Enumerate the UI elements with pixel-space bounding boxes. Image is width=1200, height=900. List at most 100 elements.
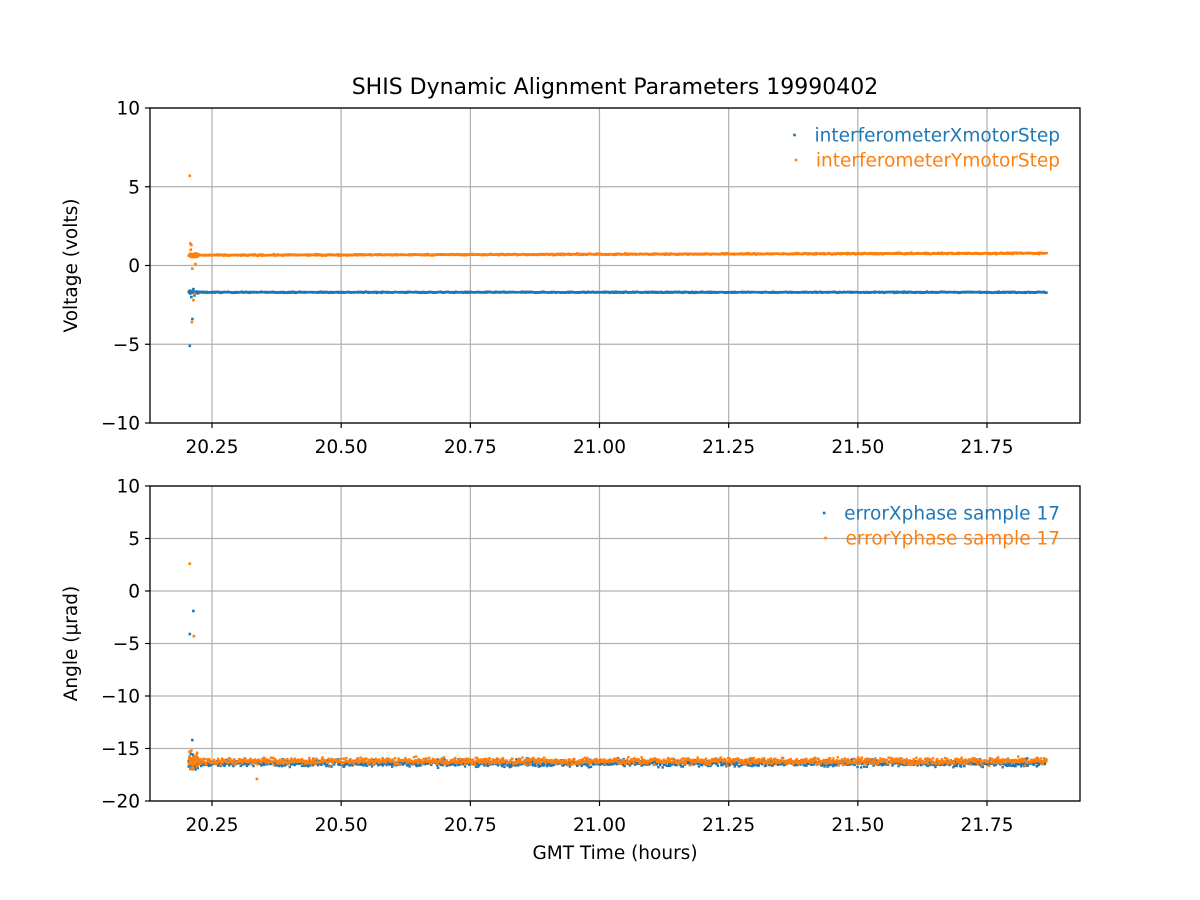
angle-point: [213, 761, 216, 764]
angle-point: [280, 761, 284, 764]
angle-point: [197, 760, 200, 763]
angle-point: [422, 761, 426, 764]
angle-point: [471, 758, 475, 762]
angle-point: [535, 759, 539, 762]
angle-point: [793, 764, 797, 767]
angle-point: [283, 758, 286, 761]
angle-point: [1023, 762, 1027, 766]
voltage-outlier-point: [191, 317, 194, 321]
angle-point: [544, 761, 547, 764]
angle-point: [978, 763, 981, 766]
angle-point: [799, 763, 802, 766]
angle-point: [771, 764, 774, 767]
angle-point: [321, 761, 325, 764]
angle-point: [735, 762, 739, 765]
voltage-point: [892, 290, 895, 293]
angle-point: [288, 765, 292, 769]
angle-point: [955, 764, 958, 768]
angle-point: [187, 765, 190, 768]
angle-point: [1008, 764, 1011, 767]
angle-point: [414, 762, 418, 765]
angle-point: [267, 762, 270, 765]
angle-point: [336, 760, 339, 763]
angle-point: [368, 761, 371, 764]
voltage-y-axis-label: Voltage (volts): [61, 198, 82, 332]
angle-point: [822, 763, 826, 766]
angle-point: [514, 764, 517, 767]
angle-point: [419, 764, 422, 767]
voltage-legend-label-1: interferometerXmotorStep: [815, 126, 1060, 147]
angle-point: [359, 756, 362, 759]
angle-point: [525, 757, 529, 760]
angle-point: [330, 765, 333, 768]
angle-point: [264, 761, 268, 764]
angle-point: [441, 758, 444, 762]
voltage-point: [1045, 291, 1048, 294]
angle-point: [371, 759, 375, 763]
angle-point: [265, 763, 269, 766]
angle-point: [451, 758, 455, 761]
angle-point: [387, 760, 390, 763]
angle-point: [303, 764, 307, 768]
angle-point: [649, 761, 652, 765]
angle-point: [389, 763, 393, 766]
angle-point: [206, 760, 210, 763]
angle-point: [848, 763, 852, 766]
angle-point: [509, 763, 512, 766]
angle-point: [199, 757, 202, 761]
angle-point: [454, 756, 457, 760]
voltage-outlier-point: [188, 174, 192, 178]
angle-point: [291, 761, 295, 764]
angle-point: [834, 764, 838, 767]
angle-point: [367, 758, 371, 762]
angle-point: [534, 758, 537, 761]
angle-panel: 20.25 20.50 20.75 21.00 21.25 21.50 21.75−20−1…: [61, 477, 1081, 836]
angle-point: [225, 758, 228, 762]
angle-point: [413, 762, 416, 765]
angle-point: [511, 757, 514, 761]
voltage-series-1-points: [187, 287, 1048, 348]
angle-point: [382, 759, 385, 762]
angle-point: [198, 762, 202, 766]
angle-point: [189, 764, 193, 767]
angle-point: [351, 764, 354, 767]
angle-point: [802, 763, 805, 767]
angle-point: [623, 759, 627, 763]
angle-point: [339, 760, 342, 764]
angle-point: [514, 761, 517, 764]
voltage-y-tick-label: 0: [128, 256, 140, 277]
angle-point: [434, 758, 437, 761]
angle-point: [545, 758, 548, 761]
angle-point: [365, 764, 369, 767]
angle-point: [460, 762, 463, 765]
angle-point: [655, 763, 659, 766]
angle-point: [313, 760, 317, 764]
angle-point: [298, 759, 301, 762]
angle-point: [369, 762, 372, 766]
angle-point: [349, 758, 352, 761]
angle-point: [348, 764, 351, 767]
angle-point: [552, 763, 556, 766]
angle-point: [1010, 764, 1014, 768]
voltage-outlier-point: [188, 344, 192, 348]
angle-point: [343, 760, 347, 764]
angle-point: [610, 763, 614, 766]
angle-point: [192, 759, 195, 762]
angle-point: [370, 765, 374, 768]
angle-point: [882, 763, 885, 766]
angle-point: [1001, 766, 1004, 769]
angle-point: [944, 762, 948, 766]
angle-point: [600, 762, 604, 765]
angle-point: [526, 760, 530, 763]
angle-point: [492, 761, 495, 764]
voltage-legend: interferometerXmotorStepinterferometerYm…: [793, 126, 1060, 172]
angle-point: [475, 762, 478, 766]
angle-point: [393, 761, 396, 764]
angle-point: [853, 763, 857, 766]
angle-point: [1007, 762, 1010, 766]
angle-point: [509, 759, 512, 762]
angle-point: [528, 759, 532, 762]
voltage-outlier-point: [190, 243, 193, 247]
angle-point: [484, 762, 487, 765]
angle-point: [269, 756, 273, 759]
